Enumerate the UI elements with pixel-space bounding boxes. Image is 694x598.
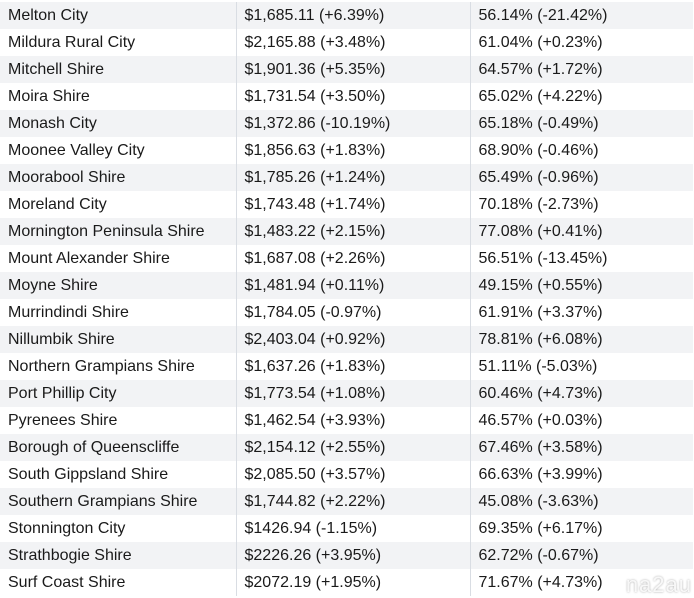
table-row: Port Phillip City $1,773.54 (+1.08%) 60.46… [0, 380, 693, 407]
table-row: Moonee Valley City $1,856.63 (+1.83%) 68.9… [0, 137, 693, 164]
value-cell: $2,403.04 (+0.92%) [236, 326, 471, 353]
percentage-cell: 69.35% (+6.17%) [478, 520, 603, 537]
council-cell: Mildura Rural City [0, 29, 237, 56]
council-cell: Southern Grampians Shire [0, 488, 237, 515]
table-row: Moreland City $1,743.48 (+1.74%) 70.18% (-… [0, 191, 693, 218]
percentage-cell: 49.15% (+0.55%) [478, 277, 603, 294]
value-cell: $1,483.22 (+2.15%) [236, 218, 471, 245]
value-cell: $1,462.54 (+3.93%) [236, 407, 471, 434]
value-cell: $1,685.11 (+6.39%) [236, 2, 471, 29]
council-cell: Pyrenees Shire [0, 407, 237, 434]
council-cell: Northern Grampians Shire [0, 353, 237, 380]
percentage-cell: 51.11% (-5.03%) [478, 358, 598, 375]
council-cell: Surf Coast Shire [0, 569, 237, 596]
percentage-cell: 60.46% (+4.73%) [478, 385, 603, 402]
value-cell: $1,637.26 (+1.83%) [236, 353, 471, 380]
value-cell: $2,154.12 (+2.55%) [236, 434, 471, 461]
council-cell: Monash City [0, 110, 237, 137]
table-row: Southern Grampians Shire $1,744.82 (+2.22… [0, 488, 693, 515]
table-row: Mornington Peninsula Shire $1,483.22 (+2.… [0, 218, 693, 245]
percentage-cell: 45.08% (-3.63%) [478, 493, 599, 510]
percentage-cell: 64.57% (+1.72%) [478, 61, 603, 78]
council-cell: Mount Alexander Shire [0, 245, 237, 272]
council-cell: Mornington Peninsula Shire [0, 218, 237, 245]
table-row: Mount Alexander Shire $1,687.08 (+2.26%) 5… [0, 245, 693, 272]
percentage-cell: 68.90% (-0.46%) [478, 142, 599, 159]
table-row: Nillumbik Shire $2,403.04 (+0.92%) 78.81% … [0, 326, 693, 353]
percentage-cell: 61.04% (+0.23%) [478, 34, 603, 51]
percentage-cell: 65.18% (-0.49%) [478, 115, 599, 132]
council-cell: South Gippsland Shire [0, 461, 237, 488]
value-cell: $1,731.54 (+3.50%) [236, 83, 471, 110]
table-row: Murrindindi Shire $1,784.05 (-0.97%) 61.91… [0, 299, 693, 326]
council-cell: Port Phillip City [0, 380, 237, 407]
value-cell: $1,856.63 (+1.83%) [236, 137, 471, 164]
percentage-cell: 46.57% (+0.03%) [478, 412, 603, 429]
table-row: South Gippsland Shire $2,085.50 (+3.57%) 6… [0, 461, 693, 488]
percentage-cell: 65.49% (-0.96%) [478, 169, 599, 186]
value-cell: $1426.94 (-1.15%) [236, 515, 471, 542]
table-row: Moyne Shire $1,481.94 (+0.11%) 49.15% (+0.… [0, 272, 693, 299]
percentage-cell: 61.91% (+3.37%) [478, 304, 603, 321]
table-row: Strathbogie Shire $2226.26 (+3.95%) 62.72%… [0, 542, 693, 569]
table-row: Moorabool Shire $1,785.26 (+1.24%) 65.49% … [0, 164, 693, 191]
percentage-cell: 66.63% (+3.99%) [478, 466, 603, 483]
council-cell: Murrindindi Shire [0, 299, 237, 326]
table-row: Pyrenees Shire $1,462.54 (+3.93%) 46.57% (… [0, 407, 693, 434]
value-cell: $1,744.82 (+2.22%) [236, 488, 471, 515]
value-cell: $1,785.26 (+1.24%) [236, 164, 471, 191]
value-cell: $1,481.94 (+0.11%) [236, 272, 471, 299]
value-cell: $2,165.88 (+3.48%) [236, 29, 471, 56]
value-cell: $1,743.48 (+1.74%) [236, 191, 471, 218]
council-cell: Borough of Queenscliffe [0, 434, 237, 461]
council-cell: Moira Shire [0, 83, 237, 110]
council-cell: Moonee Valley City [0, 137, 237, 164]
table-row: Surf Coast Shire $2072.19 (+1.95%) 71.67% … [0, 569, 693, 596]
percentage-cell: 65.02% (+4.22%) [478, 88, 603, 105]
percentage-cell: 56.14% (-21.42%) [478, 7, 608, 24]
council-cell: Stonnington City [0, 515, 237, 542]
percentage-cell: 70.18% (-2.73%) [478, 196, 599, 213]
value-cell: $1,773.54 (+1.08%) [236, 380, 471, 407]
council-cell: Moyne Shire [0, 272, 237, 299]
percentage-cell: 56.51% (-13.45%) [478, 250, 608, 267]
percentage-cell: 71.67% (+4.73%) [478, 574, 603, 591]
council-cell: Nillumbik Shire [0, 326, 237, 353]
percentage-cell: 67.46% (+3.58%) [478, 439, 603, 456]
percentage-cell: 62.72% (-0.67%) [478, 547, 599, 564]
table-row: Mitchell Shire $1,901.36 (+5.35%) 64.57% (… [0, 56, 693, 83]
value-cell: $2072.19 (+1.95%) [236, 569, 471, 596]
percentage-cell: 78.81% (+6.08%) [478, 331, 603, 348]
value-cell: $1,901.36 (+5.35%) [236, 56, 471, 83]
table-row: Mildura Rural City $2,165.88 (+3.48%) 61.0… [0, 29, 693, 56]
percentage-cell: 77.08% (+0.41%) [478, 223, 603, 240]
value-cell: $1,687.08 (+2.26%) [236, 245, 471, 272]
table-row: Moira Shire $1,731.54 (+3.50%) 65.02% (+4.… [0, 83, 693, 110]
value-cell: $2226.26 (+3.95%) [236, 542, 471, 569]
table-row: Borough of Queenscliffe $2,154.12 (+2.55%… [0, 434, 693, 461]
value-cell: $2,085.50 (+3.57%) [236, 461, 471, 488]
table-row: Northern Grampians Shire $1,637.26 (+1.83… [0, 353, 693, 380]
value-cell: $1,372.86 (-10.19%) [236, 110, 471, 137]
council-cell: Melton City [0, 2, 237, 29]
table-row: Melton City $1,685.11 (+6.39%) 56.14% (-21… [0, 2, 693, 29]
value-cell: $1,784.05 (-0.97%) [236, 299, 471, 326]
council-cell: Mitchell Shire [0, 56, 237, 83]
council-cell: Moorabool Shire [0, 164, 237, 191]
table-row: Monash City $1,372.86 (-10.19%) 65.18% (-0… [0, 110, 693, 137]
table-row: Stonnington City $1426.94 (-1.15%) 69.35% … [0, 515, 693, 542]
council-cell: Strathbogie Shire [0, 542, 237, 569]
council-cell: Moreland City [0, 191, 237, 218]
